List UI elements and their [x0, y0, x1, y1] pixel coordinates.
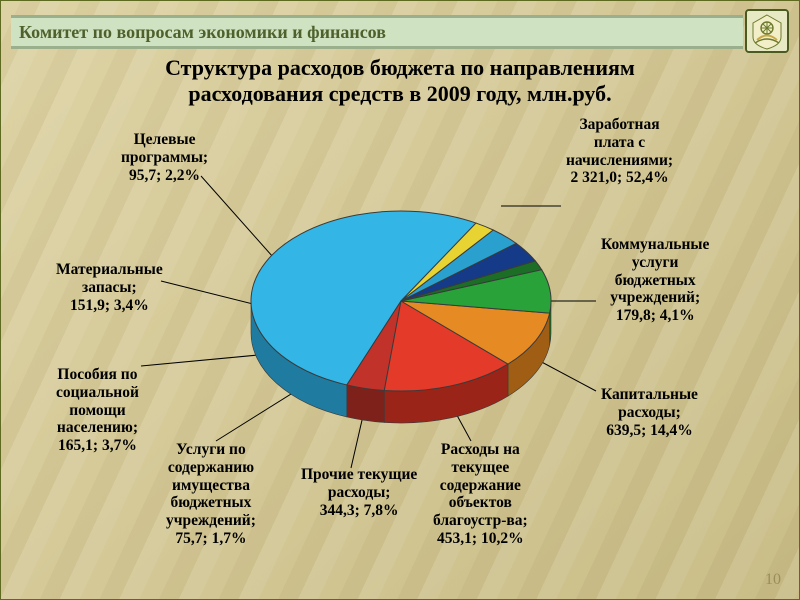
slice-label: Расходы на текущее содержание объектов б… [433, 441, 528, 548]
emblem-icon [745, 9, 789, 53]
slice-label: Пособия по социальной помощи населению; … [56, 366, 139, 455]
slice-label: Заработная плата с начислениями; 2 321,0… [566, 116, 673, 187]
committee-title: Комитет по вопросам экономики и финансов [19, 22, 386, 43]
slice-label: Целевые программы; 95,7; 2,2% [121, 131, 208, 184]
slice-label: Капитальные расходы; 639,5; 14,4% [601, 386, 698, 439]
slice-label: Услуги по содержанию имущества бюджетных… [166, 441, 256, 548]
page-number: 10 [765, 571, 781, 589]
slide-page: { "header": { "committee": "Комитет по в… [0, 0, 800, 600]
slice-label: Прочие текущие расходы; 344,3; 7,8% [301, 466, 417, 519]
chart-title-line1: Структура расходов бюджета по направлени… [1, 55, 799, 81]
pie-chart [241, 171, 581, 471]
slice-label: Коммунальные услуги бюджетных учреждений… [601, 236, 709, 325]
slice-label: Материальные запасы; 151,9; 3,4% [56, 261, 163, 314]
header-band: Комитет по вопросам экономики и финансов [11, 15, 743, 49]
chart-title-line2: расходования средств в 2009 году, млн.ру… [1, 81, 799, 107]
chart-title: Структура расходов бюджета по направлени… [1, 55, 799, 108]
